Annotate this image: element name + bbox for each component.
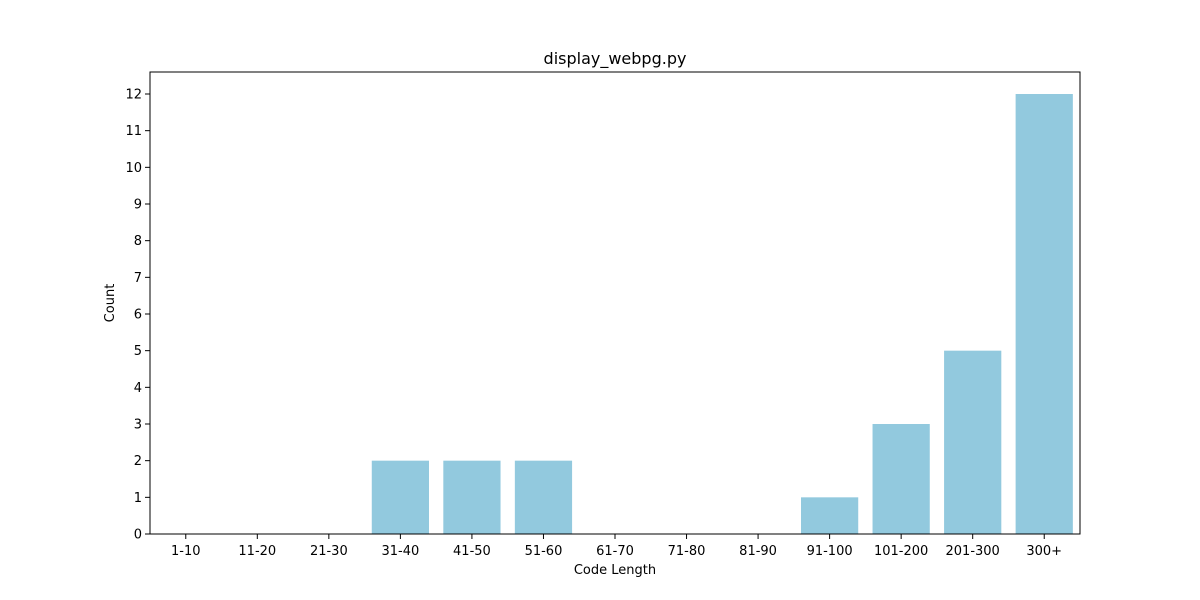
y-tick-label: 0: [134, 528, 142, 543]
x-tick-label: 41-50: [453, 544, 491, 559]
y-tick-label: 2: [134, 454, 142, 469]
x-tick-label: 81-90: [739, 544, 777, 559]
y-tick-label: 8: [134, 234, 142, 249]
y-tick-label: 11: [125, 124, 142, 139]
y-tick-label: 1: [134, 491, 142, 506]
x-tick-label: 1-10: [171, 544, 201, 559]
bar-31-40: [371, 460, 429, 534]
x-tick-label: 201-300: [946, 544, 1000, 559]
x-tick-label: 101-200: [874, 544, 928, 559]
bar-51-60: [514, 460, 573, 534]
y-tick-label: 6: [134, 308, 142, 323]
y-tick-label: 3: [134, 418, 142, 433]
bar-91-100: [801, 497, 859, 534]
plot-frame: [149, 71, 1081, 535]
x-axis-ticks: 1-10 11-20 21-30 31-40 41-50 51-60 61-70 71-80 8…: [171, 534, 1062, 559]
y-tick-label: 7: [134, 271, 142, 286]
bar-300+: [1015, 94, 1073, 534]
y-axis-label: Count: [103, 284, 118, 323]
bar-201-300: [944, 350, 1002, 534]
y-tick-label: 5: [134, 344, 142, 359]
x-tick-label: 31-40: [381, 544, 419, 559]
y-tick-label: 4: [134, 381, 142, 396]
bar-41-50: [443, 460, 501, 534]
x-tick-label: 21-30: [310, 544, 348, 559]
bar-101-200: [872, 424, 930, 534]
y-tick-label: 10: [125, 161, 142, 176]
x-tick-label: 300+: [1026, 544, 1062, 559]
chart-title: display_webpg.py: [544, 49, 687, 69]
x-tick-label: 61-70: [596, 544, 634, 559]
y-tick-label: 9: [134, 198, 142, 213]
y-tick-label: 12: [125, 88, 142, 103]
x-tick-label: 11-20: [238, 544, 276, 559]
x-tick-label: 91-100: [807, 544, 853, 559]
x-axis-label: Code Length: [574, 563, 656, 578]
bars-group: [371, 94, 1073, 534]
x-tick-label: 51-60: [525, 544, 563, 559]
x-tick-label: 71-80: [668, 544, 706, 559]
